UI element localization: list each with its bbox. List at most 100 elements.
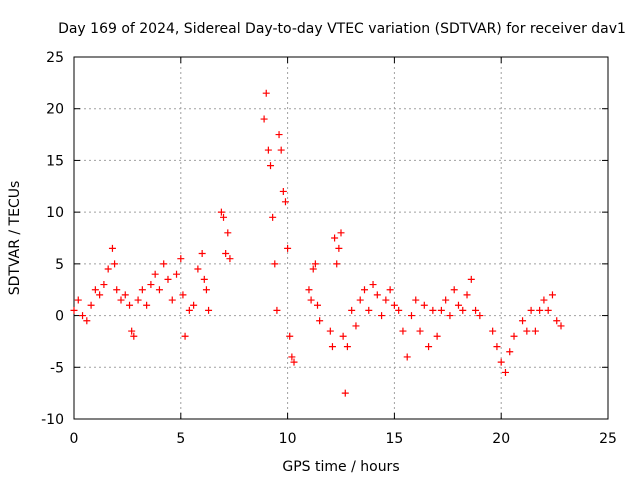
data-point [117,296,125,304]
data-point [403,353,411,361]
data-point [309,265,317,273]
data-point [536,306,544,314]
data-point [442,296,450,304]
data-point [476,312,484,320]
data-point [523,327,531,335]
data-point [343,343,351,351]
data-point [501,368,509,376]
data-point [352,322,360,330]
data-point [168,296,176,304]
y-tick-label: -5 [50,360,64,376]
data-point [91,286,99,294]
data-point [390,301,398,309]
data-point [510,332,518,340]
y-tick-label: 0 [55,309,64,325]
data-point [286,332,294,340]
data-point [267,162,275,170]
x-tick-label: 0 [70,431,79,447]
plot-area-border [73,56,609,420]
data-point [433,332,441,340]
x-tick-label: 20 [492,431,510,447]
data-point [373,291,381,299]
data-point [399,327,407,335]
data-point [130,332,138,340]
data-point [360,286,368,294]
data-point [382,296,390,304]
data-point [177,255,185,263]
data-point [420,301,428,309]
y-tick-label: 15 [46,153,64,169]
data-point [544,306,552,314]
data-point [134,296,142,304]
x-tick-label: 10 [279,431,297,447]
data-point [185,306,193,314]
data-point [128,327,136,335]
data-point [126,301,134,309]
data-point [540,296,548,304]
x-tick-label: 5 [176,431,185,447]
data-point [160,260,168,268]
x-tick-label: 15 [385,431,403,447]
data-point [341,389,349,397]
data-point [557,322,565,330]
data-point [314,301,322,309]
data-point [489,327,497,335]
x-axis-label: GPS time / hours [282,459,399,475]
data-point [305,286,313,294]
data-point [463,291,471,299]
data-point [311,260,319,268]
data-point [138,286,146,294]
data-point [100,281,108,289]
data-point [290,358,298,366]
data-point [472,306,480,314]
data-series-sdtvar [70,89,565,397]
data-point [454,301,462,309]
data-point [113,286,121,294]
y-tick-label: 5 [55,257,64,273]
data-point [173,270,181,278]
data-point [164,275,172,283]
data-point [108,244,116,252]
data-point [425,343,433,351]
data-point [288,353,296,361]
data-point [155,286,163,294]
data-point [104,265,112,273]
y-tick-label: 25 [46,50,64,66]
data-point [416,327,424,335]
data-point [181,332,189,340]
y-tick-label: 10 [46,205,64,221]
data-point [531,327,539,335]
data-point [328,343,336,351]
axis-tick-labels: 0 5 10 15 20 25 -10 -5 0 5 10 15 20 25 [41,50,617,447]
data-point [224,229,232,237]
data-point [395,306,403,314]
chart-grid [74,57,608,419]
data-point [519,317,527,325]
y-tick-label: 20 [46,102,64,118]
data-point [200,275,208,283]
data-point [220,213,228,221]
data-point [506,348,514,356]
data-point [121,291,129,299]
data-point [331,234,339,242]
data-point [316,317,324,325]
data-point [429,306,437,314]
data-point [339,332,347,340]
data-point [147,281,155,289]
data-point [262,89,270,97]
data-point [70,306,78,314]
data-point [459,306,467,314]
data-point [527,306,535,314]
data-point [198,250,206,258]
data-point [407,312,415,320]
data-point [96,291,104,299]
data-point [190,301,198,309]
data-point [326,327,334,335]
data-point [271,260,279,268]
data-point [202,286,210,294]
data-point [284,244,292,252]
data-point [226,255,234,263]
data-point [348,306,356,314]
